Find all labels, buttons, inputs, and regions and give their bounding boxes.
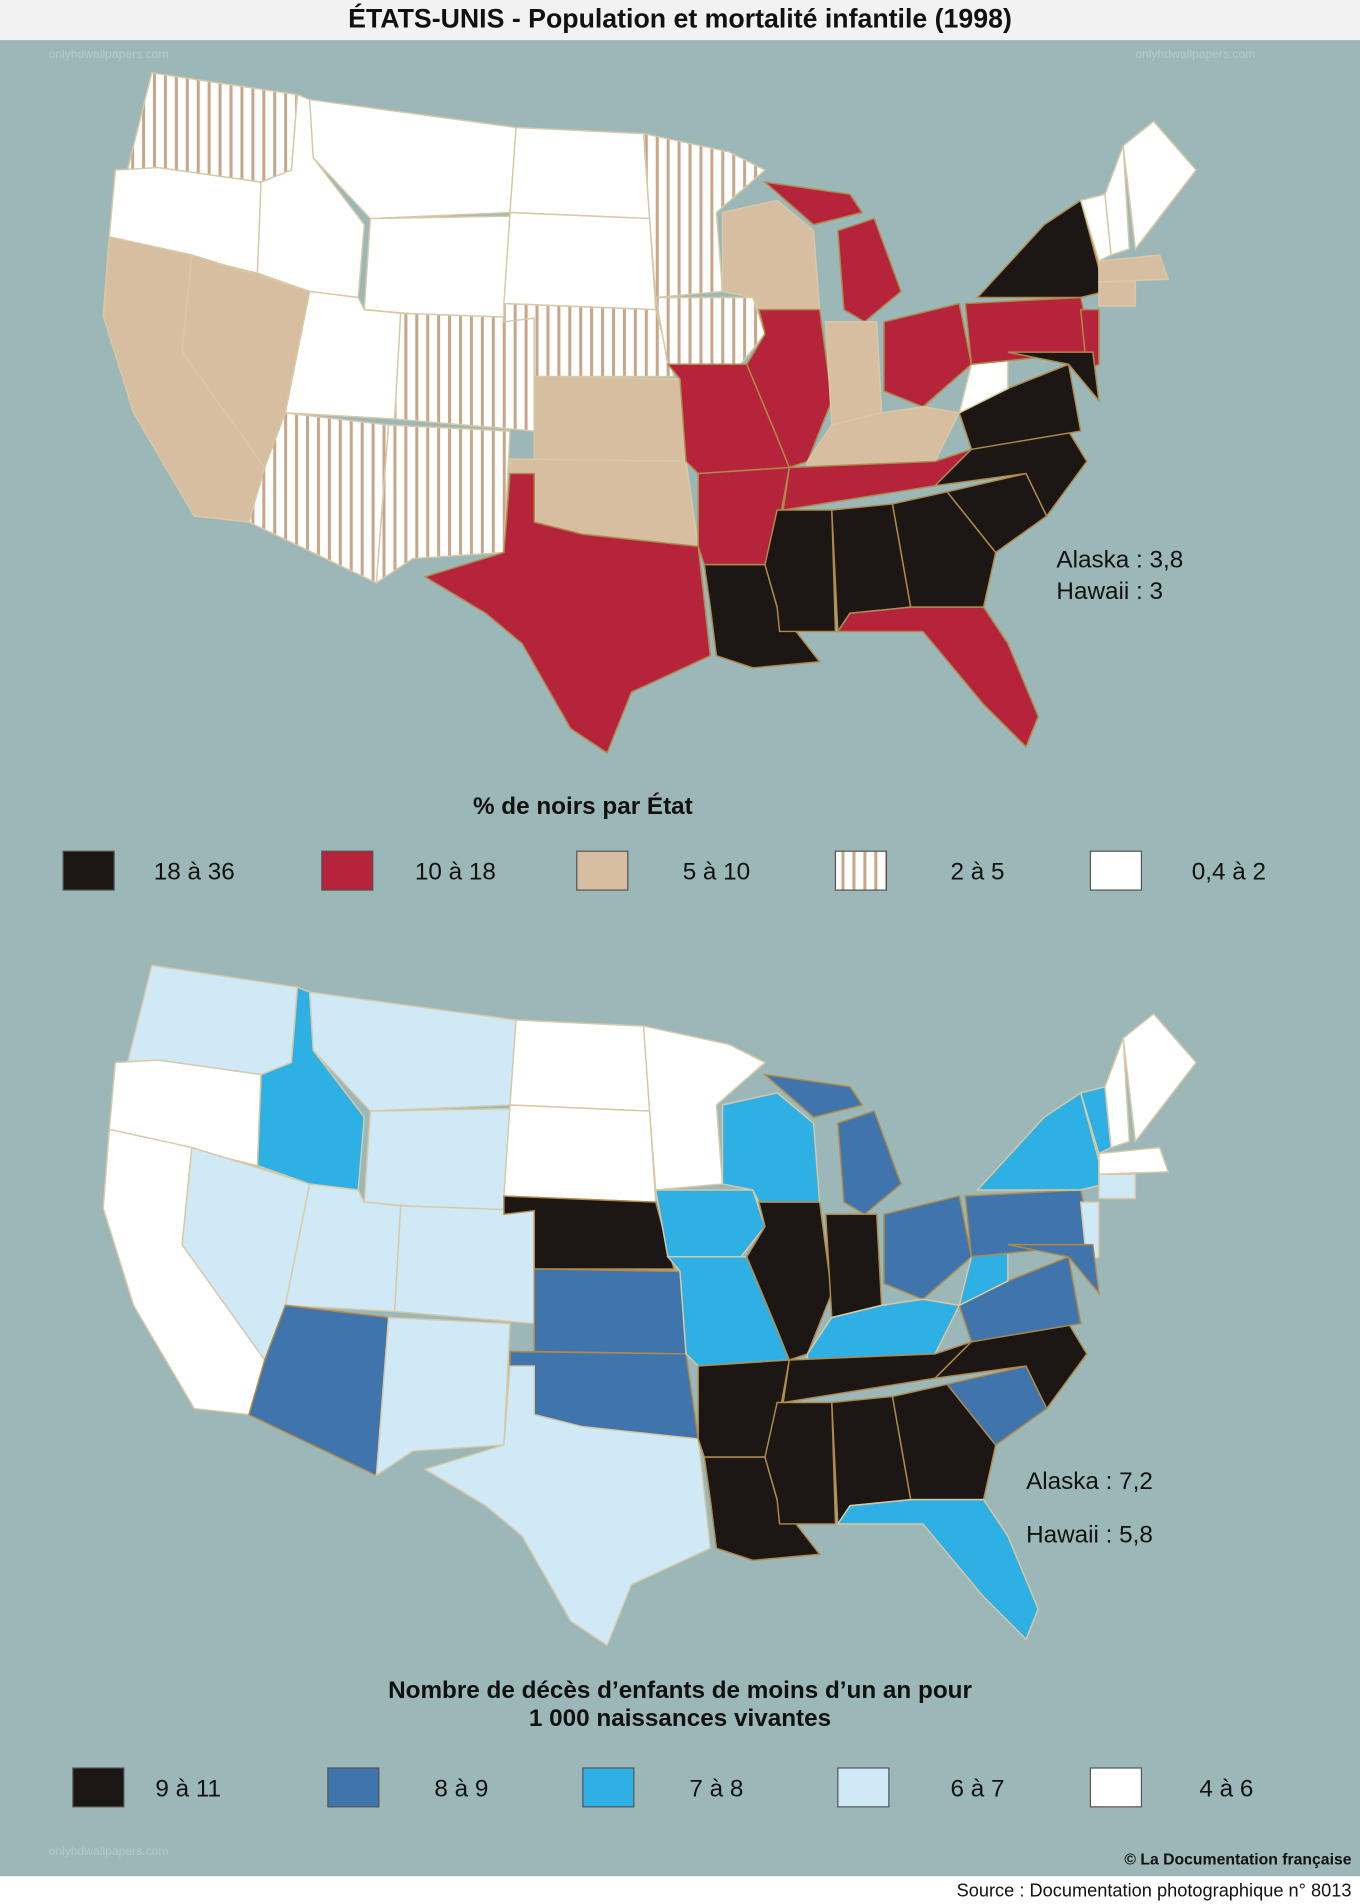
legend-title: Nombre de décès d’enfants de moins d’un … (388, 1677, 972, 1704)
legend-label: 7 à 8 (689, 1775, 743, 1802)
note: Alaska : 3,8 (1056, 546, 1183, 573)
legend-swatch (327, 1767, 380, 1808)
state (308, 991, 517, 1112)
state (975, 199, 1106, 299)
state (363, 215, 511, 323)
state (883, 1195, 973, 1301)
state (1007, 1243, 1100, 1296)
source-band (0, 1877, 1360, 1904)
state (423, 1365, 712, 1647)
state (375, 424, 511, 585)
legend-swatch (72, 1767, 125, 1808)
legend-swatch (834, 850, 888, 891)
legend-swatch (837, 1767, 890, 1808)
legend-swatch (576, 850, 629, 891)
legend-title: % de noirs par État (473, 792, 693, 820)
state (423, 472, 712, 754)
state (642, 1025, 767, 1191)
state (762, 1073, 864, 1118)
state (1007, 351, 1100, 404)
state (503, 211, 657, 311)
state (837, 217, 902, 323)
state (1098, 1146, 1170, 1175)
state (824, 1213, 883, 1319)
title: ÉTATS-UNIS - Population et mortalité inf… (348, 3, 1012, 34)
state (509, 126, 651, 220)
legend-swatch (1089, 1767, 1143, 1808)
map-population (102, 72, 1198, 754)
note: Hawaii : 3 (1056, 578, 1163, 605)
state (836, 606, 1040, 749)
source: Source : Documentation photographique n°… (957, 1881, 1352, 1901)
state (837, 1110, 902, 1216)
legend-label: 2 à 5 (951, 858, 1005, 885)
state (308, 98, 517, 220)
state (654, 1189, 766, 1258)
state (533, 375, 687, 463)
state (824, 321, 883, 426)
state (836, 1498, 1040, 1641)
state (509, 1019, 651, 1112)
legend-label: 10 à 18 (415, 858, 496, 885)
watermark: onlyhdwallpapers.com (49, 1844, 169, 1858)
legend-swatch (321, 850, 374, 891)
state (533, 1268, 687, 1355)
state (975, 1091, 1106, 1191)
state (1122, 120, 1198, 251)
note: Hawaii : 5,8 (1026, 1521, 1153, 1548)
watermark: onlyhdwallpapers.com (1135, 47, 1255, 61)
legend-label: 4 à 6 (1199, 1775, 1253, 1802)
note: Alaska : 7,2 (1026, 1468, 1153, 1495)
state (393, 312, 536, 432)
legend-label: 0,4 à 2 (1192, 858, 1266, 885)
legend-label: 9 à 11 (155, 1775, 221, 1802)
state (1122, 1012, 1198, 1144)
state (363, 1107, 511, 1216)
state (375, 1316, 511, 1477)
state (883, 302, 973, 408)
credit: © La Documentation française (1124, 1851, 1351, 1868)
state (1104, 1037, 1131, 1149)
legends: % de noirs par État 18 à 36 10 à 18 5 à 10 2… (62, 546, 1266, 1808)
state (762, 181, 864, 226)
state (654, 296, 766, 366)
legend-swatch (582, 1767, 635, 1808)
legend-label: 18 à 36 (154, 858, 235, 885)
watermark: onlyhdwallpapers.com (49, 47, 169, 61)
map-mortality (102, 964, 1198, 1647)
state (1104, 145, 1131, 256)
state (642, 132, 767, 299)
state (1098, 254, 1170, 283)
legend-label: 5 à 10 (683, 858, 750, 885)
legend-swatch (1089, 850, 1143, 891)
state (1098, 280, 1137, 307)
state (248, 1304, 390, 1477)
state (503, 1104, 657, 1203)
legend-swatch (62, 850, 115, 891)
state (393, 1205, 536, 1325)
state (248, 412, 390, 584)
state (1098, 1173, 1137, 1200)
legend-label: 6 à 7 (951, 1775, 1005, 1802)
legend-label: 8 à 9 (434, 1775, 488, 1802)
legend-title: 1 000 naissances vivantes (529, 1705, 831, 1732)
